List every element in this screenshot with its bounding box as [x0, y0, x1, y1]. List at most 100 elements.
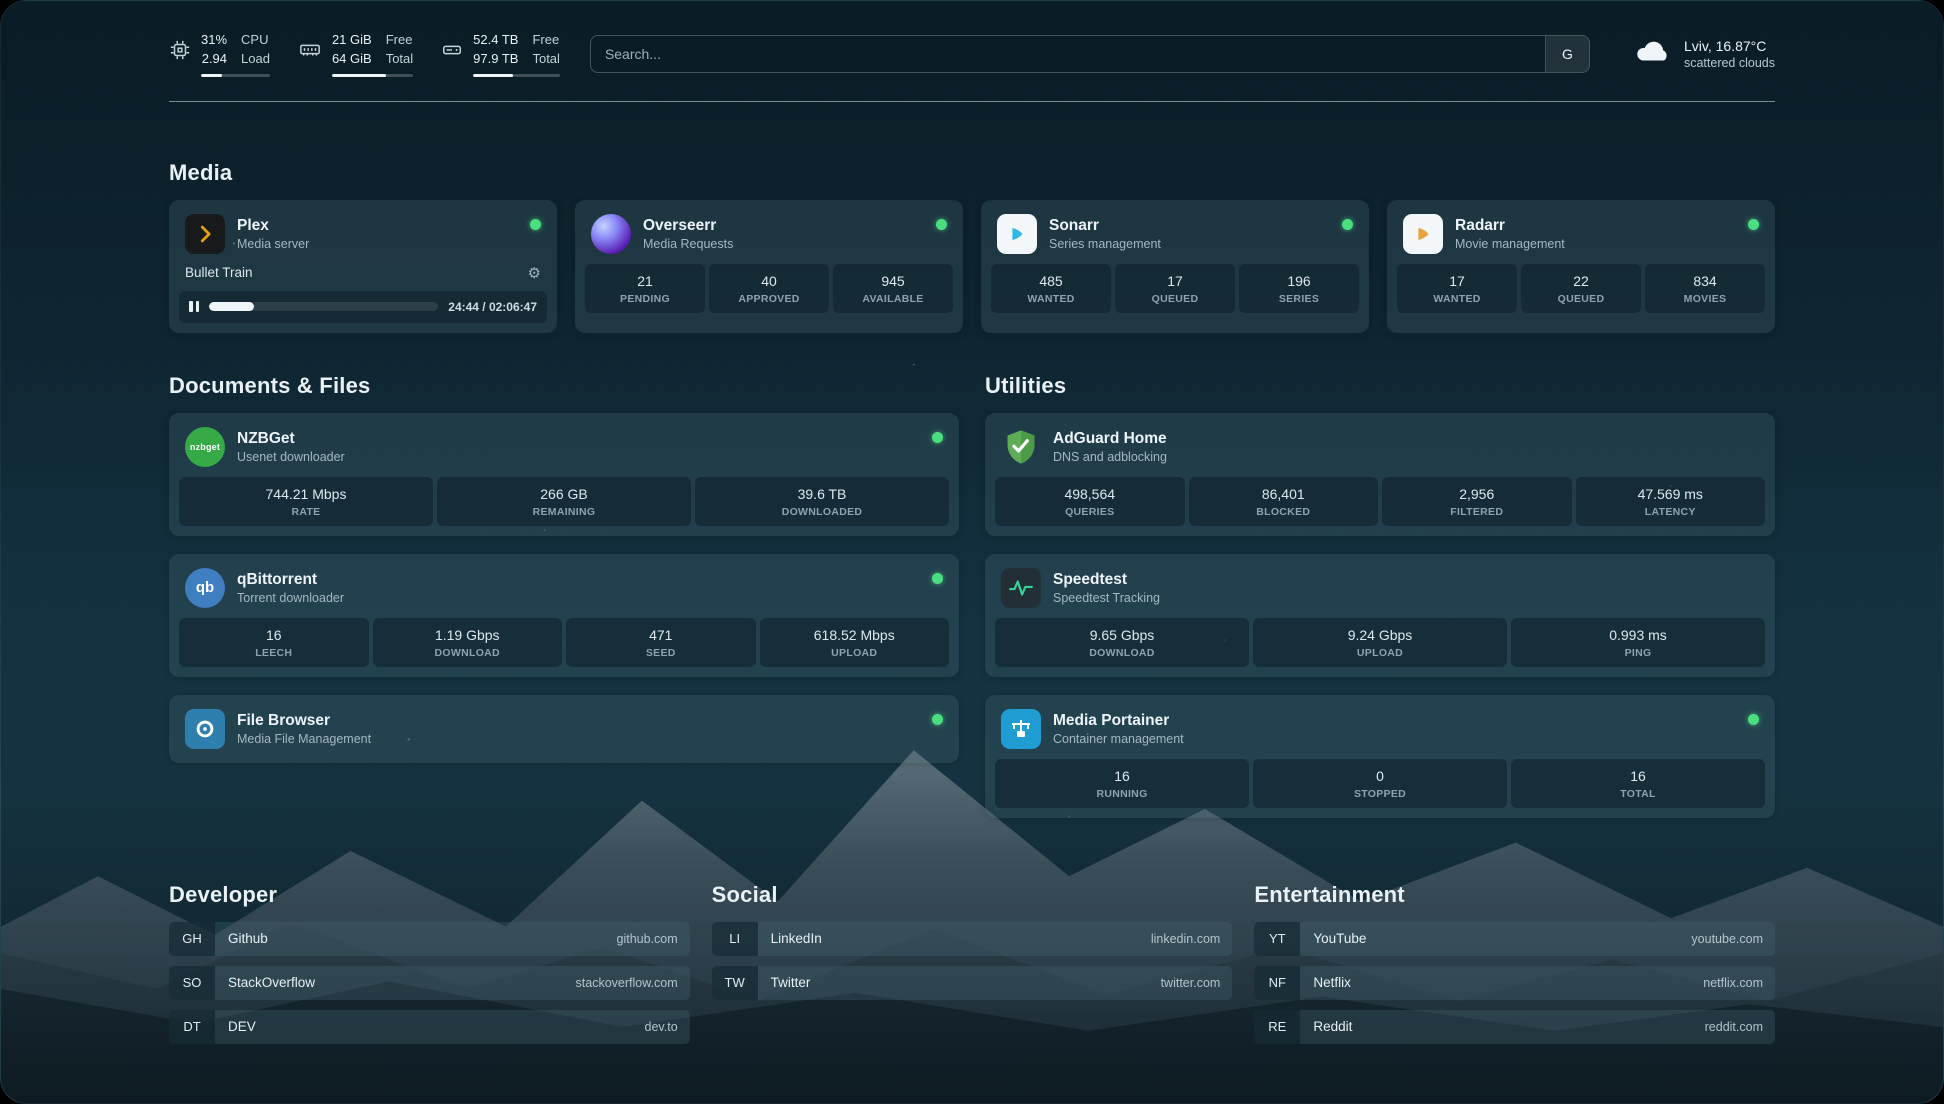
- cpu-load-value: 2.94: [201, 50, 228, 66]
- bookmark-reddit[interactable]: RE Reddit reddit.com: [1254, 1009, 1775, 1044]
- card-portainer[interactable]: Media Portainer Container management 16 …: [985, 694, 1775, 818]
- cpu-percent: 31%: [201, 32, 228, 47]
- stat-block: 40 APPROVED: [709, 263, 829, 313]
- stat-label: RUNNING: [1096, 787, 1148, 800]
- nzbget-icon: nzbget: [185, 426, 225, 467]
- cloud-icon: [1634, 35, 1672, 72]
- overseerr-icon: [591, 213, 631, 254]
- stat-label: QUEUED: [1151, 292, 1199, 305]
- card-sonarr[interactable]: Sonarr Series management 485 WANTED 17 Q…: [981, 199, 1369, 333]
- documents-section-title: Documents & Files: [169, 372, 371, 398]
- entertainment-section-title: Entertainment: [1254, 881, 1405, 907]
- memory-total-label: Total: [385, 50, 414, 66]
- card-speedtest[interactable]: Speedtest Speedtest Tracking 9.65 Gbps D…: [985, 553, 1775, 677]
- memory-progress-fill: [331, 73, 387, 77]
- filebrowser-status-dot: [932, 713, 943, 725]
- stat-label: APPROVED: [738, 292, 800, 305]
- bookmark-abbr: GH: [169, 921, 215, 956]
- stat-value: 9.24 Gbps: [1347, 626, 1413, 643]
- overseerr-status-dot: [936, 218, 947, 230]
- stat-label: PING: [1624, 646, 1652, 659]
- bookmark-github[interactable]: GH Github github.com: [169, 921, 690, 956]
- search-bar: G: [589, 34, 1590, 73]
- stat-value: 1.19 Gbps: [434, 626, 500, 643]
- stat-block: 2,956 FILTERED: [1382, 476, 1572, 526]
- stat-value: 17: [1167, 272, 1183, 289]
- bookmark-url: youtube.com: [1691, 931, 1763, 946]
- stat-block: 22 QUEUED: [1521, 263, 1641, 313]
- stat-value: 498,564: [1064, 485, 1116, 502]
- overseerr-subtitle: Media Requests: [643, 236, 734, 251]
- radarr-icon: [1403, 213, 1443, 254]
- stat-value: 47.569 ms: [1637, 485, 1703, 502]
- pause-icon[interactable]: [189, 301, 199, 313]
- section-media: Media Plex Media server Bullet: [169, 160, 1775, 333]
- card-adguard[interactable]: AdGuard Home DNS and adblocking 498,564 …: [985, 412, 1775, 536]
- stat-value: 266 GB: [540, 485, 588, 502]
- memory-widget: 21 GiB 64 GiB Free Total: [298, 31, 414, 77]
- card-plex[interactable]: Plex Media server Bullet Train ⚙: [169, 199, 557, 333]
- bookmark-linkedin[interactable]: LI LinkedIn linkedin.com: [711, 921, 1233, 956]
- card-filebrowser[interactable]: File Browser Media File Management: [169, 694, 959, 763]
- stat-block: 47.569 ms LATENCY: [1575, 476, 1765, 526]
- filebrowser-icon: [185, 708, 225, 749]
- stat-value: 16: [1630, 767, 1646, 784]
- stat-value: 2,956: [1459, 485, 1495, 502]
- bookmark-name: StackOverflow: [228, 975, 316, 991]
- stat-block: 471 SEED: [566, 617, 756, 667]
- stat-block: 16 RUNNING: [995, 758, 1249, 808]
- stat-value: 86,401: [1261, 485, 1305, 502]
- memory-free-value: 21 GiB: [331, 32, 372, 47]
- portainer-status-dot: [1748, 713, 1759, 725]
- bookmark-stackoverflow[interactable]: SO StackOverflow stackoverflow.com: [169, 965, 690, 1000]
- search-provider-button[interactable]: G: [1544, 35, 1589, 72]
- radarr-subtitle: Movie management: [1455, 236, 1565, 251]
- stat-label: WANTED: [1433, 292, 1481, 305]
- card-qbittorrent[interactable]: qb qBittorrent Torrent downloader 16: [169, 553, 959, 677]
- stat-block: 16 LEECH: [179, 617, 369, 667]
- plex-progress-track[interactable]: [209, 302, 439, 312]
- sonarr-status-dot: [1342, 218, 1353, 230]
- speedtest-subtitle: Speedtest Tracking: [1053, 590, 1161, 605]
- stat-value: 22: [1573, 272, 1589, 289]
- developer-section-title: Developer: [169, 881, 278, 907]
- qbittorrent-subtitle: Torrent downloader: [237, 590, 345, 605]
- speedtest-icon: [1001, 567, 1041, 608]
- sonarr-subtitle: Series management: [1049, 236, 1161, 251]
- stat-label: SEED: [645, 646, 676, 659]
- stat-block: 618.52 Mbps UPLOAD: [759, 617, 949, 667]
- radarr-title: Radarr: [1455, 216, 1505, 234]
- stat-value: 744.21 Mbps: [265, 485, 347, 502]
- stat-block: 39.6 TB DOWNLOADED: [695, 476, 949, 526]
- bookmark-abbr: DT: [169, 1009, 215, 1044]
- stat-label: UPLOAD: [831, 646, 878, 659]
- section-utilities: Utilities AdGu: [985, 373, 1775, 818]
- card-overseerr[interactable]: Overseerr Media Requests 21 PENDING 40 A…: [575, 199, 963, 333]
- portainer-subtitle: Container management: [1053, 731, 1184, 746]
- stat-value: 39.6 TB: [797, 485, 847, 502]
- bookmark-url: netflix.com: [1703, 975, 1763, 990]
- memory-total-value: 64 GiB: [331, 50, 372, 66]
- search-input[interactable]: [590, 35, 1545, 72]
- card-nzbget[interactable]: nzbget NZBGet Usenet downloader 744.21 M…: [169, 412, 959, 536]
- card-radarr[interactable]: Radarr Movie management 17 WANTED 22 QUE…: [1387, 199, 1775, 333]
- stat-label: FILTERED: [1450, 505, 1504, 518]
- stat-label: LEECH: [255, 646, 293, 659]
- bookmark-name: Netflix: [1313, 975, 1351, 991]
- stat-value: 471: [649, 626, 673, 643]
- bookmark-netflix[interactable]: NF Netflix netflix.com: [1254, 965, 1775, 1000]
- bookmark-twitter[interactable]: TW Twitter twitter.com: [711, 965, 1233, 1000]
- weather-widget: Lviv, 16.87°C scattered clouds: [1634, 35, 1775, 72]
- disk-widget: 52.4 TB 97.9 TB Free Total: [441, 31, 560, 77]
- bookmark-dev[interactable]: DT DEV dev.to: [169, 1009, 690, 1044]
- plex-now-playing: Bullet Train: [185, 265, 253, 281]
- adguard-icon: [1001, 427, 1041, 467]
- disk-total-label: Total: [532, 50, 560, 66]
- sonarr-title: Sonarr: [1049, 216, 1099, 234]
- social-section-title: Social: [711, 881, 778, 907]
- gear-icon[interactable]: ⚙: [527, 264, 541, 282]
- nzbget-subtitle: Usenet downloader: [237, 449, 345, 464]
- bookmark-youtube[interactable]: YT YouTube youtube.com: [1254, 921, 1775, 956]
- stat-block: 834 MOVIES: [1645, 263, 1765, 313]
